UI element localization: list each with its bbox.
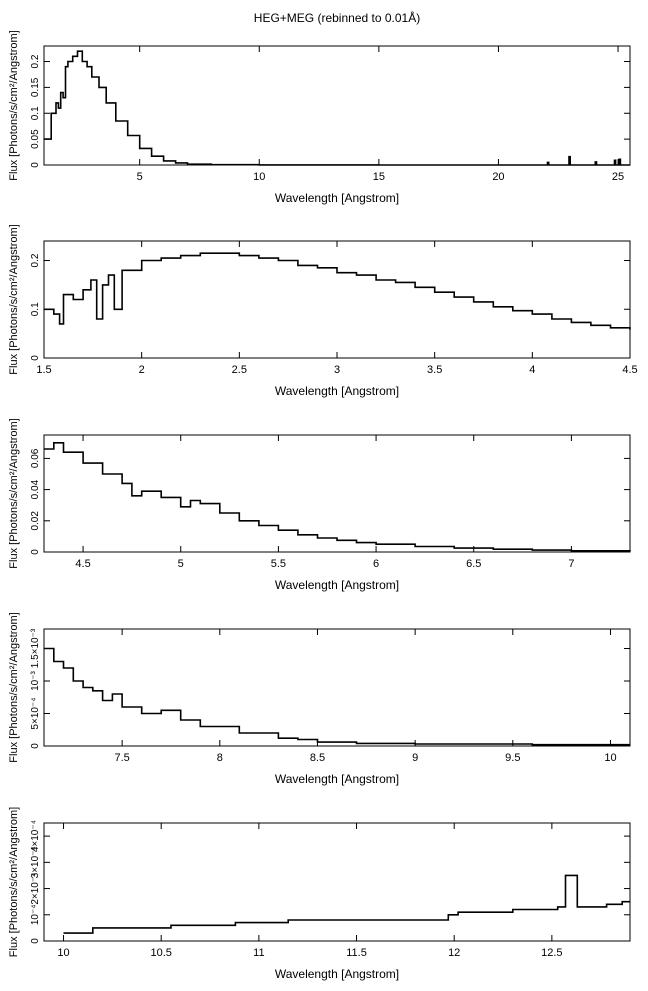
x-tick-label: 3 [334,364,340,376]
y-tick-label: 10⁻³ [30,670,41,690]
y-tick-label: 0 [30,355,41,361]
y-tick-label: 0.06 [30,448,41,468]
x-axis-label: Wavelength [Angstrom] [275,191,399,205]
x-axis-label: Wavelength [Angstrom] [275,772,399,786]
x-tick-label: 5 [137,171,143,183]
x-tick-label: 10 [57,947,69,959]
x-tick-label: 1.5 [36,364,51,376]
x-tick-label: 20 [492,171,504,183]
spectrum-line [44,50,630,166]
x-tick-label: 5.5 [271,558,286,570]
panel-1: 5 10 15 20 25 0 0.05 0.1 0.15 0.2 Wavelength [Angs… [8,30,631,205]
x-tick-label: 11.5 [346,947,367,959]
y-axis-label: Flux [Photons/s/cm²/Angstrom] [8,418,20,568]
x-tick-label: 10 [604,752,616,764]
y-tick-label: 0.04 [30,479,41,499]
y-tick-label: 2×10⁻⁴ [30,873,41,905]
y-tick-label: 0.15 [30,77,41,97]
x-tick-label: 2 [139,364,145,376]
x-tick-label: 12 [448,947,460,959]
panel-2: 1.5 2 2.5 3 3.5 4 4.5 0 0.1 0.2 Wavelength [Angstr… [8,224,638,398]
x-tick-label: 6.5 [466,558,481,570]
x-tick-label: 4.5 [622,364,637,376]
y-tick-label: 0 [30,162,41,168]
x-axis-label: Wavelength [Angstrom] [275,967,399,981]
x-tick-label: 10.5 [150,947,171,959]
plot-frame [43,434,631,553]
x-axis-label: Wavelength [Angstrom] [275,578,399,592]
y-axis-label: Flux [Photons/s/cm²/Angstrom] [8,807,20,957]
y-tick-label: 0.2 [30,253,41,267]
x-tick-label: 7.5 [114,752,129,764]
y-axis-label: Flux [Photons/s/cm²/Angstrom] [8,30,20,180]
x-tick-label: 10 [253,171,265,183]
x-tick-label: 2.5 [232,364,247,376]
panel-3: 4.5 5 5.5 6 6.5 7 0 0.02 0.04 0.06 Wavelength [Ang… [8,418,631,592]
y-tick-label: 0.02 [30,511,41,531]
plot-frame [43,45,631,166]
x-tick-label: 4 [529,364,535,376]
plot-frame [43,822,631,942]
y-tick-label: 10⁻⁴ [30,904,41,925]
x-tick-label: 8 [217,752,223,764]
panel-4: 7.5 8 8.5 9 9.5 10 0 5×10⁻⁴ 10⁻³ 1.5×10⁻³ Waveleng… [8,612,631,786]
y-tick-label: 4×10⁻⁴ [30,820,41,852]
y-tick-label: 0.1 [30,106,41,120]
x-tick-label: 12.5 [541,947,562,959]
spectrum-line [44,647,630,746]
x-tick-label: 4.5 [75,558,90,570]
y-tick-label: 0 [30,549,41,555]
x-tick-label: 11 [253,947,264,959]
spectrum-line [63,874,630,934]
x-tick-label: 8.5 [310,752,325,764]
x-tick-label: 15 [373,171,385,183]
x-tick-label: 5 [178,558,184,570]
spectrum-line [44,442,631,552]
x-tick-label: 7 [568,558,574,570]
y-tick-label: 0 [30,938,41,944]
y-tick-label: 1.5×10⁻³ [30,628,41,668]
y-tick-label: 5×10⁻⁴ [30,697,41,729]
x-tick-label: 6 [373,558,379,570]
x-axis-label: Wavelength [Angstrom] [275,384,399,398]
y-axis-label: Flux [Photons/s/cm²/Angstrom] [8,224,20,374]
panel-5: 10 10.5 11 11.5 12 12.5 0 10⁻⁴2×10⁻⁴3×10⁻⁴4×10⁻… [8,807,631,981]
x-tick-label: 3.5 [427,364,442,376]
spectrum-line [44,252,631,330]
y-tick-label: 0.05 [30,129,41,149]
y-axis-label: Flux [Photons/s/cm²/Angstrom] [8,612,20,762]
y-tick-label: 0.2 [30,54,41,68]
y-tick-label: 0.1 [30,302,41,316]
figure-title: HEG+MEG (rebinned to 0.01Å) [254,10,420,25]
plot-frame [43,240,631,359]
x-tick-label: 9.5 [505,752,520,764]
x-tick-label: 9 [412,752,418,764]
x-tick-label: 25 [612,171,624,183]
y-tick-label: 0 [30,743,41,749]
y-tick-label: 3×10⁻⁴ [30,846,41,878]
plot-frame [43,628,631,747]
